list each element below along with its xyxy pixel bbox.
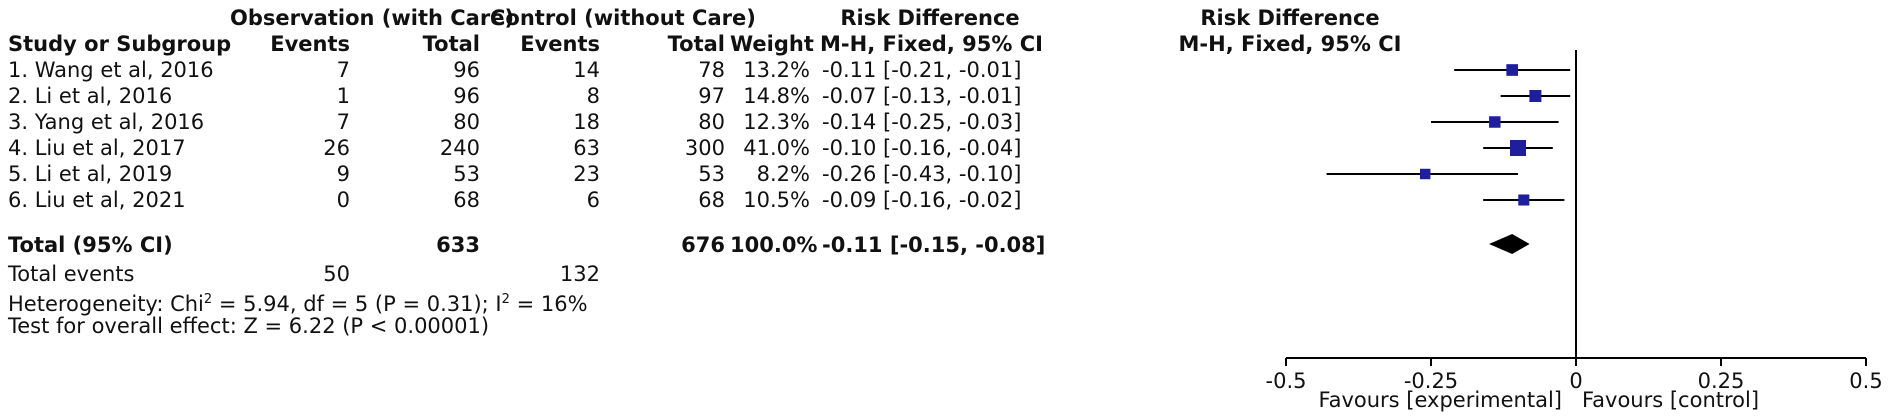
study-marks <box>1326 64 1571 206</box>
ctrl-total-header: Total <box>667 32 725 56</box>
ctrl-total-cell: 68 <box>698 188 725 212</box>
study-label: 1. Wang et al, 2016 <box>8 58 214 82</box>
ctrl-events-cell: 23 <box>573 162 600 186</box>
heterogeneity-text: Heterogeneity: Chi2 = 5.94, df = 5 (P = … <box>8 292 588 316</box>
effect-marker <box>1518 194 1530 206</box>
obs-events-cell: 26 <box>323 136 350 160</box>
x-tick-label: 0.5 <box>1849 369 1882 393</box>
ctrl-total-sum: 676 <box>681 233 725 257</box>
ci-cell: -0.11 [-0.21, -0.01] <box>822 58 1022 82</box>
control-group-header: Control (without Care) <box>490 6 756 30</box>
study-label: 4. Liu et al, 2017 <box>8 136 186 160</box>
plot-method-header: M-H, Fixed, 95% CI <box>1178 32 1402 56</box>
obs-events-cell: 7 <box>336 58 350 82</box>
study-label: 2. Li et al, 2016 <box>8 84 173 108</box>
weight-cell: 14.8% <box>743 84 810 108</box>
total-events-label: Total events <box>8 262 135 286</box>
observation-group-header: Observation (with Care) <box>230 6 515 30</box>
effect-marker <box>1419 168 1431 180</box>
obs-total-cell: 68 <box>453 188 480 212</box>
ctrl-total-cell: 97 <box>698 84 725 108</box>
ctrl-events-header: Events <box>520 32 600 56</box>
obs-events-cell: 1 <box>336 84 350 108</box>
ctrl-events-cell: 18 <box>573 110 600 134</box>
obs-total-events: 50 <box>323 262 350 286</box>
study-label: 6. Liu et al, 2021 <box>8 188 186 212</box>
obs-events-cell: 0 <box>336 188 350 212</box>
obs-total-cell: 96 <box>453 58 480 82</box>
ctrl-events-cell: 63 <box>573 136 600 160</box>
ci-cell: -0.14 [-0.25, -0.03] <box>822 110 1022 134</box>
obs-total-cell: 53 <box>453 162 480 186</box>
ci-cell: -0.07 [-0.13, -0.01] <box>822 84 1022 108</box>
ctrl-total-cell: 78 <box>698 58 725 82</box>
effect-marker <box>1489 116 1501 128</box>
x-axis-ticks: -0.5 -0.25 0 0.25 0.5 <box>1266 358 1883 393</box>
weight-cell: 8.2% <box>756 162 810 186</box>
effect-marker <box>1506 64 1519 76</box>
ctrl-events-cell: 8 <box>586 84 600 108</box>
risk-difference-header: Risk Difference <box>840 6 1020 30</box>
ctrl-events-cell: 6 <box>586 188 600 212</box>
ctrl-total-cell: 300 <box>684 136 725 160</box>
obs-events-header: Events <box>270 32 350 56</box>
weight-cell: 12.3% <box>743 110 810 134</box>
effect-marker <box>1529 89 1542 103</box>
weight-header: Weight <box>730 32 814 56</box>
total-label: Total (95% CI) <box>8 233 173 257</box>
favours-control-label: Favours [control] <box>1582 388 1760 412</box>
pooled-diamond <box>1489 234 1530 254</box>
ci-cell: -0.10 [-0.16, -0.04] <box>822 136 1022 160</box>
weight-cell: 41.0% <box>743 136 810 160</box>
ctrl-total-cell: 53 <box>698 162 725 186</box>
effect-marker <box>1510 140 1526 156</box>
plot-title: Risk Difference <box>1200 6 1380 30</box>
study-label: 3. Yang et al, 2016 <box>8 110 205 134</box>
obs-events-cell: 7 <box>336 110 350 134</box>
weight-cell: 10.5% <box>743 188 810 212</box>
risk-difference-method-header: M-H, Fixed, 95% CI <box>820 32 1043 56</box>
weight-cell: 13.2% <box>743 58 810 82</box>
obs-events-cell: 9 <box>336 162 350 186</box>
x-tick-label: -0.5 <box>1266 369 1307 393</box>
overall-effect-text: Test for overall effect: Z = 6.22 (P < 0… <box>8 314 490 338</box>
ctrl-total-events: 132 <box>559 262 600 286</box>
obs-total-cell: 80 <box>453 110 480 134</box>
pooled-ci: -0.11 [-0.15, -0.08] <box>822 233 1046 257</box>
ci-cell: -0.09 [-0.16, -0.02] <box>822 188 1022 212</box>
obs-total-cell: 96 <box>453 84 480 108</box>
obs-total-cell: 240 <box>439 136 480 160</box>
ctrl-events-cell: 14 <box>573 58 600 82</box>
ctrl-total-cell: 80 <box>698 110 725 134</box>
study-label: 5. Li et al, 2019 <box>8 162 173 186</box>
x-tick-label: 0 <box>1569 369 1582 393</box>
x-tick-label: 0.25 <box>1698 369 1745 393</box>
favours-experimental-label: Favours [experimental] <box>1318 388 1562 412</box>
ci-cell: -0.26 [-0.43, -0.10] <box>822 162 1022 186</box>
obs-total-sum: 633 <box>436 233 480 257</box>
study-column-header: Study or Subgroup <box>8 32 232 56</box>
total-weight: 100.0% <box>730 233 818 257</box>
x-tick-label: -0.25 <box>1404 369 1458 393</box>
obs-total-header: Total <box>422 32 480 56</box>
